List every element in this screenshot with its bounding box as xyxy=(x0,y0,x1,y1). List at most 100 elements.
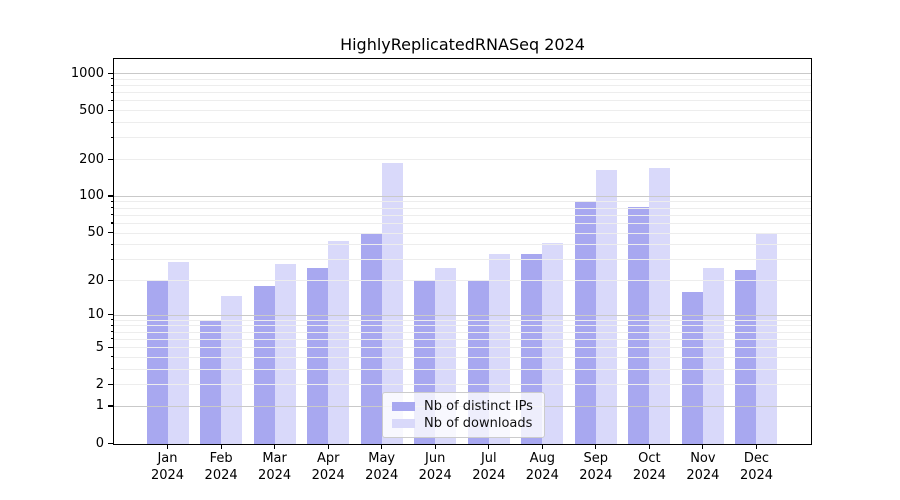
minor-gridline-500 xyxy=(114,110,811,112)
y-ticklabel-1: 1 xyxy=(95,398,104,414)
x-tickmark-apr xyxy=(327,444,329,449)
bar-downloads-dec xyxy=(756,233,778,444)
x-tickmark-aug xyxy=(541,444,543,449)
minor-gridline-300 xyxy=(114,137,811,139)
major-gridline-1000 xyxy=(114,73,811,74)
y-ticklabel-5: 5 xyxy=(95,339,104,355)
y-minor-tickmark-80 xyxy=(110,207,113,209)
minor-gridline-800 xyxy=(114,85,811,86)
x-tickmark-jun xyxy=(434,444,436,449)
minor-gridline-2 xyxy=(114,384,811,386)
minor-gridline-5 xyxy=(114,347,811,349)
y-tickmark-20 xyxy=(108,279,113,281)
legend-swatch-downloads xyxy=(392,419,415,428)
y-minor-tickmark-90 xyxy=(110,200,113,203)
bar-distinct-ips-sep xyxy=(574,202,596,444)
y-tickmark-100 xyxy=(108,195,113,197)
y-tickmark-10 xyxy=(108,314,113,316)
x-ticklabel-apr: Apr 2024 xyxy=(311,451,345,483)
major-gridline-100 xyxy=(114,195,811,197)
y-tickmark-200 xyxy=(108,158,113,160)
minor-gridline-50 xyxy=(114,232,811,234)
x-tickmark-may xyxy=(381,444,383,449)
y-minor-tickmark-300 xyxy=(110,136,113,139)
y-minor-tickmark-4 xyxy=(110,356,113,358)
minor-gridline-400 xyxy=(114,122,811,123)
x-tickmark-jan xyxy=(166,444,169,449)
legend-label-downloads: Nb of downloads xyxy=(424,416,533,431)
y-minor-tickmark-40 xyxy=(110,243,113,245)
y-ticklabel-200: 200 xyxy=(79,151,104,167)
x-ticklabel-feb: Feb 2024 xyxy=(204,451,238,483)
x-tickmark-jul xyxy=(488,444,490,449)
x-tickmark-mar xyxy=(274,444,276,449)
legend: Nb of distinct IPs Nb of downloads xyxy=(382,392,545,438)
y-tickmark-50 xyxy=(108,232,113,234)
bar-downloads-jan xyxy=(167,261,189,444)
minor-gridline-7 xyxy=(114,331,811,333)
x-ticklabel-jul: Jul 2024 xyxy=(472,451,506,483)
x-ticklabel-jun: Jun 2024 xyxy=(418,451,452,483)
minor-gridline-9 xyxy=(114,319,811,321)
y-ticklabel-10: 10 xyxy=(87,307,104,323)
y-ticklabel-0: 0 xyxy=(95,435,104,451)
x-ticklabel-jan: Jan 2024 xyxy=(150,451,185,483)
minor-gridline-3 xyxy=(114,368,811,370)
minor-gridline-70 xyxy=(114,214,811,216)
axis-ticks-layer: 0 1 2 5 10 20 50 100 200 500 1000 Jan 2024 Feb 2024 M… xyxy=(71,59,811,483)
y-ticklabel-50: 50 xyxy=(87,225,104,240)
minor-gridline-4 xyxy=(114,356,811,358)
y-minor-tickmark-60 xyxy=(110,222,113,224)
y-minor-tickmark-6 xyxy=(110,338,113,340)
x-tickmark-dec xyxy=(755,444,758,449)
y-ticklabel-2: 2 xyxy=(95,376,104,392)
minor-gridline-8 xyxy=(114,325,811,327)
x-ticklabel-oct: Oct 2024 xyxy=(632,451,666,483)
y-minor-tickmark-8 xyxy=(110,324,113,326)
minor-gridline-30 xyxy=(114,259,811,261)
legend-swatch-distinct-ips xyxy=(392,402,415,411)
minor-gridline-80 xyxy=(114,207,811,209)
legend-item-distinct-ips: Nb of distinct IPs xyxy=(392,398,540,415)
y-minor-tickmark-600 xyxy=(110,99,113,102)
chart-title: HighlyReplicatedRNASeq 2024 xyxy=(340,35,585,54)
y-minor-tickmark-7 xyxy=(110,331,113,333)
bar-distinct-ips-apr xyxy=(307,267,329,444)
y-minor-tickmark-3 xyxy=(110,368,113,370)
x-tickmark-nov xyxy=(702,444,704,449)
bar-downloads-nov xyxy=(702,267,724,444)
y-minor-tickmark-30 xyxy=(110,258,113,260)
minor-gridline-600 xyxy=(114,100,811,102)
y-ticklabel-500: 500 xyxy=(79,102,104,118)
minor-gridline-6 xyxy=(114,338,811,340)
y-ticklabel-20: 20 xyxy=(87,272,104,288)
x-tickmark-feb xyxy=(220,444,222,449)
y-minor-tickmark-9 xyxy=(110,319,113,321)
bar-distinct-ips-feb xyxy=(200,320,222,444)
x-ticklabel-dec: Dec 2024 xyxy=(739,451,774,483)
y-tickmark-5 xyxy=(108,346,113,348)
y-minor-tickmark-70 xyxy=(110,214,113,216)
x-ticklabel-mar: Mar 2024 xyxy=(258,451,292,483)
minor-gridline-90 xyxy=(114,201,811,203)
y-ticklabel-100: 100 xyxy=(79,188,104,204)
major-gridline-10 xyxy=(114,314,811,316)
x-tickmark-oct xyxy=(648,444,650,449)
minor-gridline-700 xyxy=(114,92,811,94)
minor-gridline-200 xyxy=(114,159,811,160)
y-tickmark-500 xyxy=(108,109,113,111)
x-tickmark-sep xyxy=(595,444,597,449)
y-ticklabel-1000: 1000 xyxy=(70,65,104,81)
y-minor-tickmark-800 xyxy=(110,84,113,86)
y-minor-tickmark-400 xyxy=(110,121,113,123)
y-minor-tickmark-900 xyxy=(110,78,113,80)
x-ticklabel-may: May 2024 xyxy=(365,451,399,483)
legend-label-distinct-ips: Nb of distinct IPs xyxy=(424,399,533,414)
bar-downloads-oct xyxy=(649,168,671,444)
y-tickmark-0 xyxy=(108,442,113,444)
bar-downloads-sep xyxy=(595,169,617,444)
bar-distinct-ips-may xyxy=(360,233,382,444)
bar-downloads-apr xyxy=(328,241,350,444)
plot-area: 0 1 2 5 10 20 50 100 200 500 1000 Jan 2024 Feb 2024 M… xyxy=(71,58,812,483)
